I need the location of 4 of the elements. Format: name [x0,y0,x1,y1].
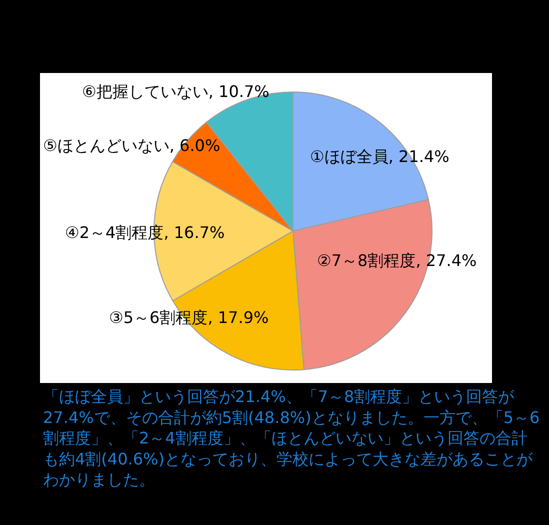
slice-label: ②7～8割程度, 27.4% [317,251,477,270]
text: 「ほぼ全員」という回答が21.4%、「7～8割程度」という回答が27.4%で、その合計が約5割(48.8%)となりました。一方で、「5～6割程度」、「2～4割程度」、「ほとんどいない」という回答の合計も約4割(40.6%)となっており、学校によって大きな差があることがわかりました。 [43,387,540,490]
slice-label: ⑥把握していない, 10.7% [82,82,270,101]
slice-label: ①ほぼ全員, 21.4% [310,147,450,166]
